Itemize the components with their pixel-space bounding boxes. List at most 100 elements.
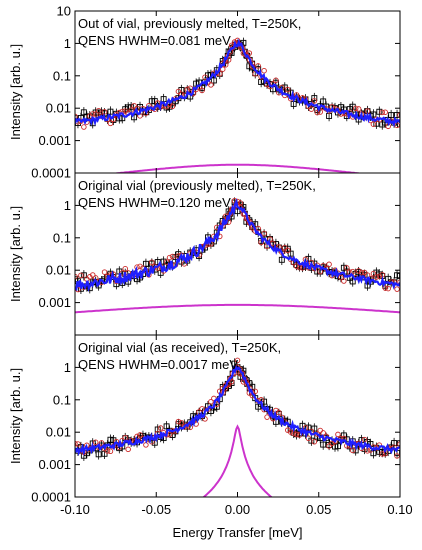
y-tick-label: 10 [57,4,71,19]
y-tick-label: 0.001 [38,457,71,472]
panel-annotation: Out of vial, previously melted, T=250K, [78,16,301,31]
panel-annotation: QENS HWHM=0.081 meV [78,33,231,48]
data-point [305,435,312,442]
data-point [231,360,238,367]
chart-panel-2: 0.001 0.01 0.1 1 Original vial (previously m… [8,172,401,336]
y-tick-label: 0.001 [38,133,71,148]
data-point [370,121,377,127]
data-point [202,416,208,422]
data-point [169,253,176,260]
data-point [349,103,356,110]
data-point [261,230,267,237]
data-point [341,278,347,284]
data-point [154,426,161,433]
data-point [284,245,291,252]
data-point [338,274,344,281]
data-point [296,432,303,438]
data-point [95,107,102,114]
data-point [388,112,395,119]
data-point [305,424,312,431]
data-point [314,268,321,275]
data-point [282,244,288,251]
data-point [143,442,149,448]
y-tick-label: 0.01 [46,425,71,440]
data-point [344,265,350,271]
series-4-line-line [202,424,273,497]
data-point [391,440,398,447]
data-point [137,263,143,270]
data-point [317,427,323,434]
data-point [107,448,114,455]
data-point [149,259,155,265]
data-point [370,111,377,118]
data-point [80,272,87,279]
data-point [148,260,155,267]
data-point [101,109,108,115]
data-point [317,109,323,115]
data-point [81,124,87,130]
data-point [219,66,226,72]
data-point [252,388,258,395]
series-4-line-line [75,303,400,314]
data-point [376,108,383,115]
data-point [163,423,170,430]
data-point [128,104,135,111]
data-point [89,272,96,278]
data-point [107,436,114,443]
data-point [255,63,261,69]
data-point [211,395,217,402]
data-point [264,414,270,420]
data-point [347,269,353,275]
data-point [340,264,347,271]
data-point [75,440,78,447]
data-point [270,240,276,247]
data-point [394,286,400,292]
y-tick-label: 0.01 [46,101,71,116]
series-4-line-line [109,163,366,173]
data-point [125,446,131,453]
data-point [284,247,291,254]
data-point [267,236,273,242]
data-point [385,285,391,292]
x-tick-label: -0.10 [60,502,90,517]
plot-area [75,357,400,497]
data-point [199,406,205,412]
data-point [163,259,170,265]
data-point [320,441,327,448]
data-point [175,418,182,425]
data-point [261,67,267,74]
data-point [373,274,380,280]
data-point [379,451,386,457]
data-point [142,260,149,267]
data-point [370,270,377,277]
data-point [370,450,377,457]
data-point [75,441,81,447]
data-point [355,268,362,274]
plot-area [75,197,400,314]
data-point [178,419,185,426]
y-tick-label: 1 [64,198,71,213]
data-point [284,86,291,93]
x-tick-label: -0.05 [141,502,171,517]
data-point [311,265,318,272]
data-point [273,77,279,84]
data-point [335,443,341,450]
data-point [293,431,300,438]
data-point [208,82,214,88]
data-point [364,448,371,454]
data-point [110,437,117,444]
data-point [397,279,400,285]
data-point [364,282,371,289]
data-point [311,425,318,432]
data-point [95,451,102,458]
chart-panel-3: 0.0001 0.001 0.01 0.1 1 Original vial (as rec… [8,334,413,540]
y-axis-title: Intensity [arb. u.] [8,44,23,140]
data-point [169,432,176,438]
x-tick-label: 0.05 [306,502,331,517]
data-point [148,98,155,105]
data-point [92,111,99,117]
data-point [234,357,241,364]
data-point [355,269,362,276]
data-point [311,98,318,104]
